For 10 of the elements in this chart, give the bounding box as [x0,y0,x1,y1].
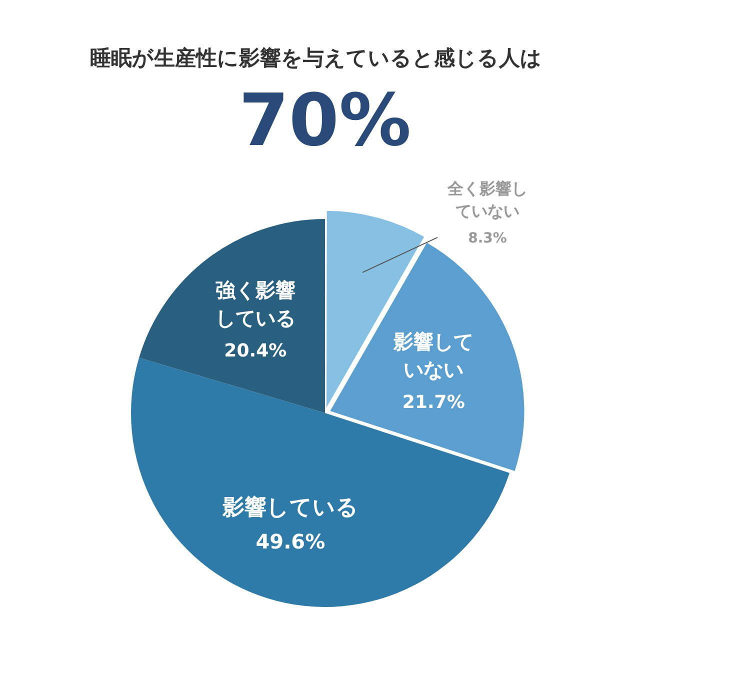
data-label: 21.7% [402,392,465,413]
data-label: 20.4% [224,340,287,362]
slice-label: 強く影響している [215,278,296,330]
data-label: 8.3% [468,230,507,246]
slice-label: 影響している [221,494,358,520]
chart-title: 睡眠が生産性に影響を与えていると感じる人は [89,45,543,72]
slice-label: 影響していない [392,329,474,382]
slice-label: 全く影響していない [446,179,528,221]
data-label: 49.6% [256,530,326,554]
chart-subtitle: 70% [238,77,412,164]
